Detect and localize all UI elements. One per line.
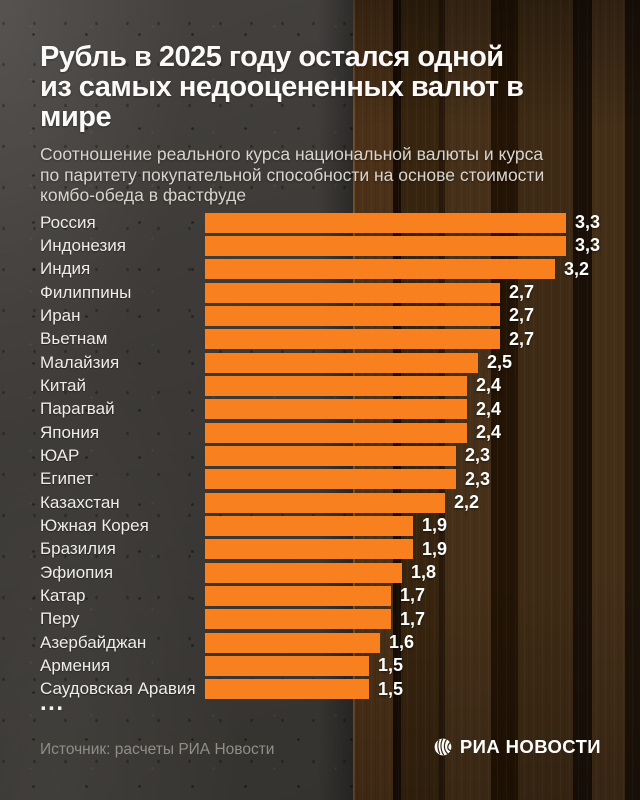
country-label: Иран xyxy=(40,305,81,325)
chart-row: Эфиопия 1,8 xyxy=(0,561,640,584)
chart-row: Китай 2,4 xyxy=(0,374,640,397)
chart-row: Парагвай 2,4 xyxy=(0,398,640,421)
country-label: Перу xyxy=(40,609,80,629)
chart-row: Перу 1,7 xyxy=(0,608,640,631)
chart-row: Южная Корея 1,9 xyxy=(0,514,640,537)
value-label: 2,4 xyxy=(476,422,502,443)
country-label: Саудовская Аравия xyxy=(40,679,196,699)
country-label: Катар xyxy=(40,585,86,605)
bar xyxy=(205,329,500,350)
chart-row: Вьетнам 2,7 xyxy=(0,328,640,351)
page-title: Рубль в 2025 году остался одной из самых… xyxy=(40,42,600,132)
title-line-1: Рубль в 2025 году остался одной xyxy=(40,41,504,73)
globe-icon xyxy=(434,738,452,756)
country-label: Южная Корея xyxy=(40,515,149,535)
country-label: Парагвай xyxy=(40,399,115,419)
chart-row: Азербайджан 1,6 xyxy=(0,631,640,654)
value-label: 3,3 xyxy=(575,235,601,256)
bar xyxy=(205,399,467,420)
subtitle-line-3: комбо-обеда в фастфуде xyxy=(40,185,247,205)
bar xyxy=(205,492,445,513)
chart-row: Малайзия 2,5 xyxy=(0,351,640,374)
chart-row: Япония 2,4 xyxy=(0,421,640,444)
bar-chart: Россия 3,3 Индонезия 3,3 Индия 3,2 Филиппины 2,… xyxy=(0,211,640,701)
country-label: Египет xyxy=(40,469,93,489)
value-label: 1,5 xyxy=(378,655,404,676)
chart-row: Филиппины 2,7 xyxy=(0,281,640,304)
value-label: 2,3 xyxy=(465,468,491,489)
chart-row: Катар 1,7 xyxy=(0,584,640,607)
country-label: Индонезия xyxy=(40,235,126,255)
chart-row: ЮАР 2,3 xyxy=(0,444,640,467)
country-label: Армения xyxy=(40,655,111,675)
logo-text: РИА НОВОСТИ xyxy=(459,736,601,757)
bar xyxy=(205,282,500,303)
chart-row: Бразилия 1,9 xyxy=(0,538,640,561)
value-label: 2,3 xyxy=(465,445,491,466)
value-label: 1,7 xyxy=(400,608,426,629)
bar xyxy=(205,422,467,443)
bar xyxy=(205,609,391,630)
country-label: Азербайджан xyxy=(40,632,147,652)
value-label: 2,7 xyxy=(509,282,535,303)
chart-row: Иран 2,7 xyxy=(0,304,640,327)
country-label: Вьетнам xyxy=(40,329,108,349)
chart-row: Египет 2,3 xyxy=(0,468,640,491)
country-label: Япония xyxy=(40,422,100,442)
bar xyxy=(205,539,413,560)
list-truncated-marker: ... xyxy=(40,689,65,716)
bar xyxy=(205,375,467,396)
value-label: 2,2 xyxy=(454,492,480,513)
value-label: 3,2 xyxy=(564,258,590,279)
country-label: Малайзия xyxy=(40,352,120,372)
title-line-2: из самых недооцененных валют в мире xyxy=(40,71,524,133)
bar xyxy=(205,585,391,606)
value-label: 1,9 xyxy=(422,515,448,536)
chart-row: Россия 3,3 xyxy=(0,211,640,234)
value-label: 2,7 xyxy=(509,305,535,326)
country-label: Филиппины xyxy=(40,282,132,302)
country-label: Бразилия xyxy=(40,539,116,559)
country-label: Китай xyxy=(40,375,86,395)
bar xyxy=(205,259,555,280)
country-label: Индия xyxy=(40,259,91,279)
value-label: 1,9 xyxy=(422,538,448,559)
bar xyxy=(205,655,369,676)
header: Рубль в 2025 году остался одной из самых… xyxy=(40,42,600,206)
bar xyxy=(205,632,380,653)
value-label: 1,7 xyxy=(400,585,426,606)
value-label: 2,7 xyxy=(509,328,535,349)
subtitle: Соотношение реального курса национальной… xyxy=(40,144,600,206)
chart-row: Казахстан 2,2 xyxy=(0,491,640,514)
value-label: 2,4 xyxy=(476,398,502,419)
chart-row: Саудовская Аравия 1,5 xyxy=(0,678,640,701)
value-label: 1,5 xyxy=(378,678,404,699)
bar xyxy=(205,445,456,466)
subtitle-line-1: Соотношение реального курса национальной… xyxy=(40,144,544,164)
bar xyxy=(205,352,478,373)
source-note: Источник: расчеты РИА Новости xyxy=(40,741,275,758)
country-label: ЮАР xyxy=(40,445,80,465)
bar xyxy=(205,679,369,700)
bar xyxy=(205,562,402,583)
bar xyxy=(205,212,566,233)
value-label: 2,4 xyxy=(476,375,502,396)
chart-row: Индия 3,2 xyxy=(0,258,640,281)
value-label: 3,3 xyxy=(575,212,601,233)
subtitle-line-2: по паритету покупательной способности на… xyxy=(40,164,545,185)
ria-novosti-logo: РИА НОВОСТИ xyxy=(433,736,601,758)
value-label: 1,8 xyxy=(411,562,437,583)
bar xyxy=(205,515,413,536)
bar xyxy=(205,469,456,490)
chart-row: Армения 1,5 xyxy=(0,654,640,677)
bar xyxy=(205,235,566,256)
value-label: 1,6 xyxy=(389,632,415,653)
value-label: 2,5 xyxy=(487,352,513,373)
country-label: Россия xyxy=(40,212,96,232)
chart-row: Индонезия 3,3 xyxy=(0,234,640,257)
bar xyxy=(205,305,500,326)
country-label: Казахстан xyxy=(40,492,120,512)
country-label: Эфиопия xyxy=(40,562,114,582)
